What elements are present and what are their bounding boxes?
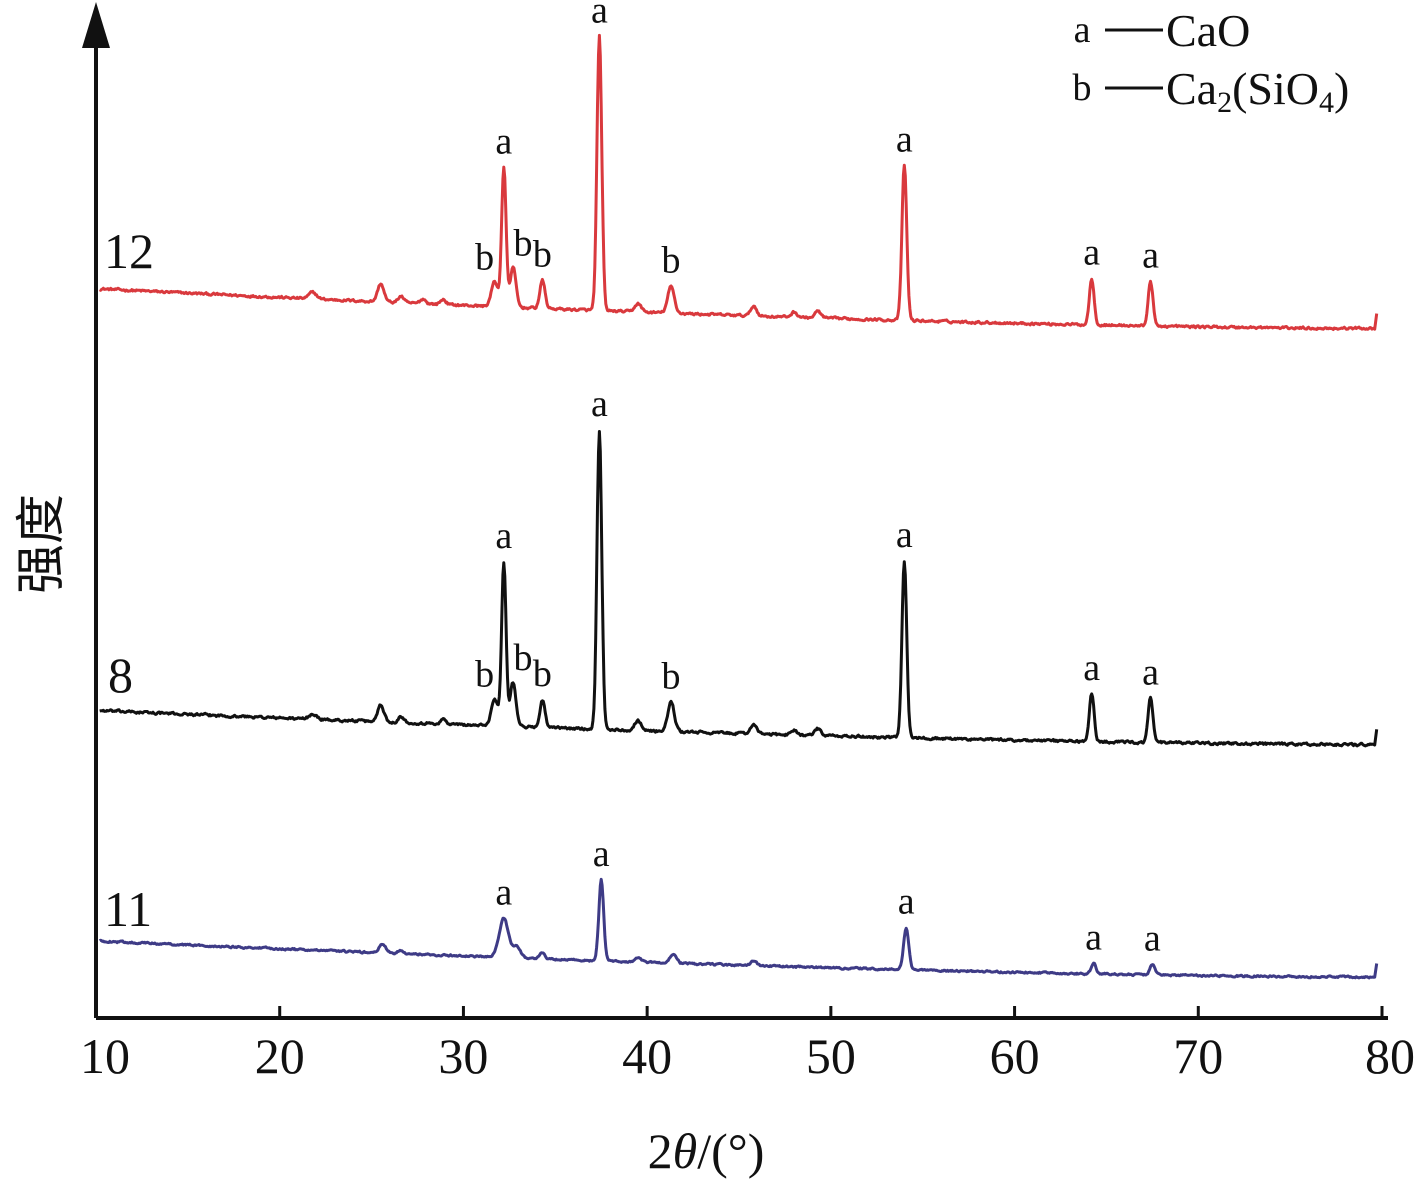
peak-label: a [591,0,608,32]
x-tick-label: 20 [255,1028,305,1084]
curve-label: 11 [104,881,152,937]
peak-label: b [514,637,533,679]
legend-label: CaO [1166,5,1250,56]
x-tick-label: 30 [438,1028,488,1084]
x-tick-label: 10 [80,1028,130,1084]
series-layer [98,33,1379,980]
peak-label: a [896,514,913,556]
y-axis-label: 强度 [13,494,69,594]
x-tick-label: 70 [1173,1028,1223,1084]
peak-label: a [1144,917,1161,959]
legend-label: Ca2(SiO4) [1166,63,1349,119]
peak-label: a [896,118,913,160]
legend-key: a [1074,9,1091,51]
peak-label: b [662,240,681,282]
peak-label: a [495,120,512,162]
peak-label: b [662,656,681,698]
peak-label: b [533,653,552,695]
peak-label: a [495,515,512,557]
curve-label: 12 [104,223,154,279]
peak-label: a [898,881,915,923]
peak-label: a [593,833,610,875]
x-tick-label: 60 [990,1028,1040,1084]
legend-key: b [1073,67,1092,109]
peak-label: a [495,871,512,913]
x-axis-label: 2θ/(°) [648,1123,765,1179]
legend: a CaO b Ca2(SiO4) [1073,5,1350,119]
peak-label: a [1085,916,1102,958]
peak-label: b [475,654,494,696]
peak-label: b [533,233,552,275]
x-tick-label: 40 [622,1028,672,1084]
series-line [98,877,1379,980]
peak-label: b [514,223,533,265]
peak-label: a [1083,232,1100,274]
series-line [99,430,1379,748]
axes: 10 20 30 40 50 60 70 80 [80,2,1415,1084]
curve-label: 8 [108,647,133,703]
x-tick-label: 50 [806,1028,856,1084]
y-axis-arrow-icon [82,2,110,48]
peak-label: a [1142,651,1159,693]
peak-label: b [475,237,494,279]
peak-label: a [591,383,608,425]
x-tick-label: 80 [1365,1028,1415,1084]
peak-label: a [1083,647,1100,689]
peak-label: a [1142,234,1159,276]
series-line [98,33,1379,331]
